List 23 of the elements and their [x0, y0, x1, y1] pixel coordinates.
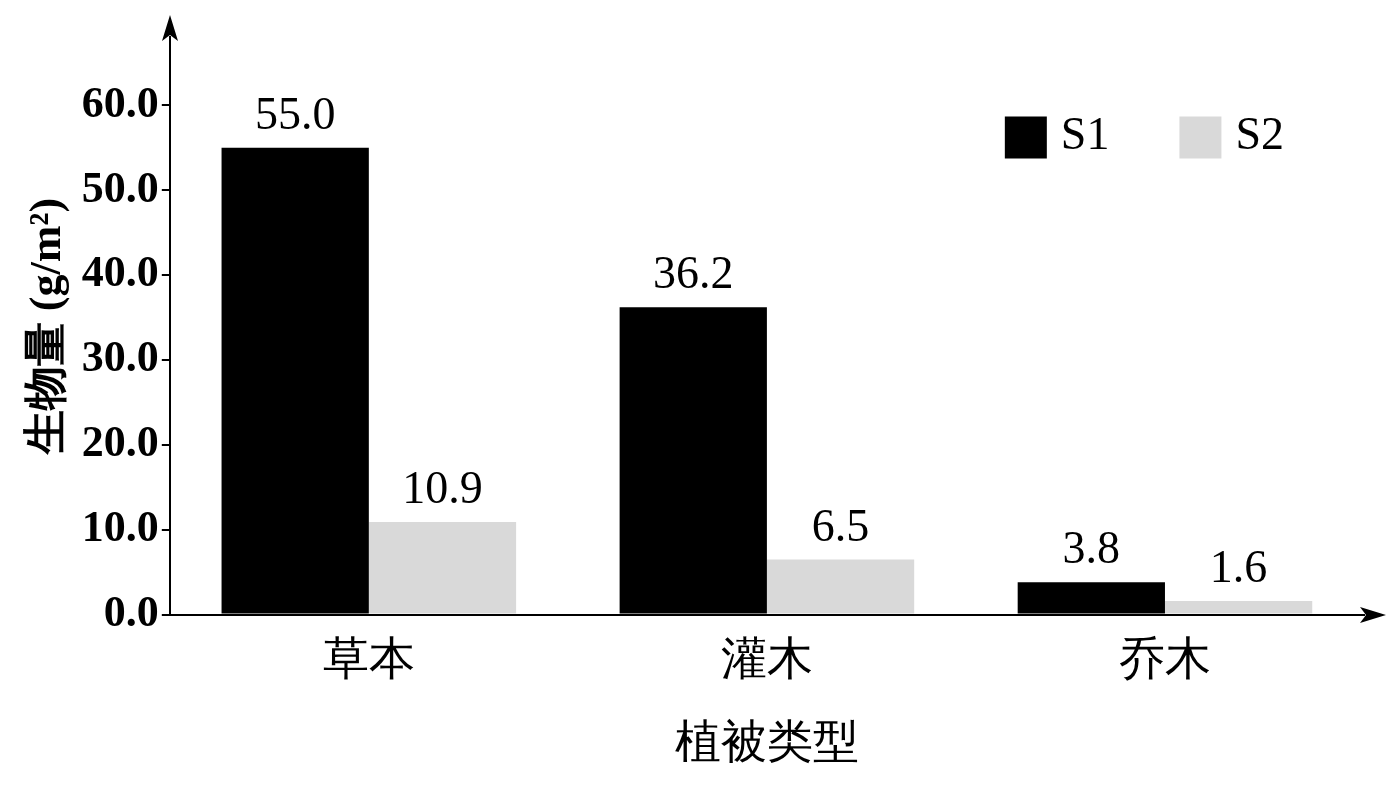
bar — [368, 522, 517, 614]
x-tick-label: 灌木 — [720, 633, 813, 685]
bar — [766, 559, 915, 614]
y-tick-label: 20.0 — [81, 417, 159, 467]
y-tick-label: 30.0 — [81, 332, 159, 382]
text: 55.0 — [254, 87, 336, 139]
y-tick-label: 50.0 — [81, 162, 159, 212]
y-axis-title: 生物量 (g/m²) — [20, 197, 70, 457]
text: 10.9 — [402, 462, 483, 514]
y-tick-label: 60.0 — [81, 77, 159, 127]
y-tick-label: 10.0 — [81, 502, 159, 552]
text: 1.6 — [1209, 541, 1268, 593]
text: 36.2 — [653, 247, 734, 299]
y-tick-label: 40.0 — [81, 247, 159, 297]
legend-label: S2 — [1235, 108, 1285, 160]
bar — [1164, 601, 1313, 614]
x-tick-label: 乔木 — [1118, 633, 1211, 685]
legend-label: S1 — [1060, 108, 1110, 160]
y-tick-label: 0.0 — [103, 586, 159, 636]
x-tick-label: 草本 — [322, 633, 415, 685]
text: 3.8 — [1062, 522, 1121, 574]
x-axis-title: 植被类型 — [674, 716, 859, 768]
text: 6.5 — [811, 499, 870, 551]
